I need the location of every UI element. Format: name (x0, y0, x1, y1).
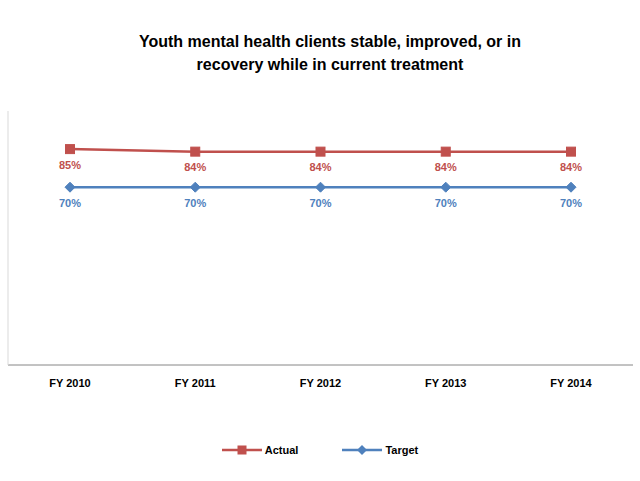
svg-text:70%: 70% (560, 197, 582, 209)
svg-text:FY 2012: FY 2012 (300, 377, 341, 389)
svg-text:70%: 70% (309, 197, 331, 209)
svg-text:70%: 70% (59, 197, 81, 209)
svg-text:FY 2010: FY 2010 (49, 377, 90, 389)
svg-text:70%: 70% (435, 197, 457, 209)
svg-text:85%: 85% (59, 159, 81, 171)
html-text:Target: Target (385, 444, 419, 457)
html-text:Actual: Actual (264, 444, 299, 457)
svg-text:FY 2013: FY 2013 (425, 377, 466, 389)
svg-text:84%: 84% (309, 161, 331, 173)
svg-text:84%: 84% (560, 161, 582, 173)
svg-text:84%: 84% (435, 161, 457, 173)
svg-text:FY 2011: FY 2011 (175, 377, 216, 389)
svg-text:FY 2014: FY 2014 (550, 377, 592, 389)
svg-text:84%: 84% (184, 161, 206, 173)
html-text:Youth mental health clients st: Youth mental health clients stable, impr… (139, 33, 521, 73)
svg-text:70%: 70% (184, 197, 206, 209)
